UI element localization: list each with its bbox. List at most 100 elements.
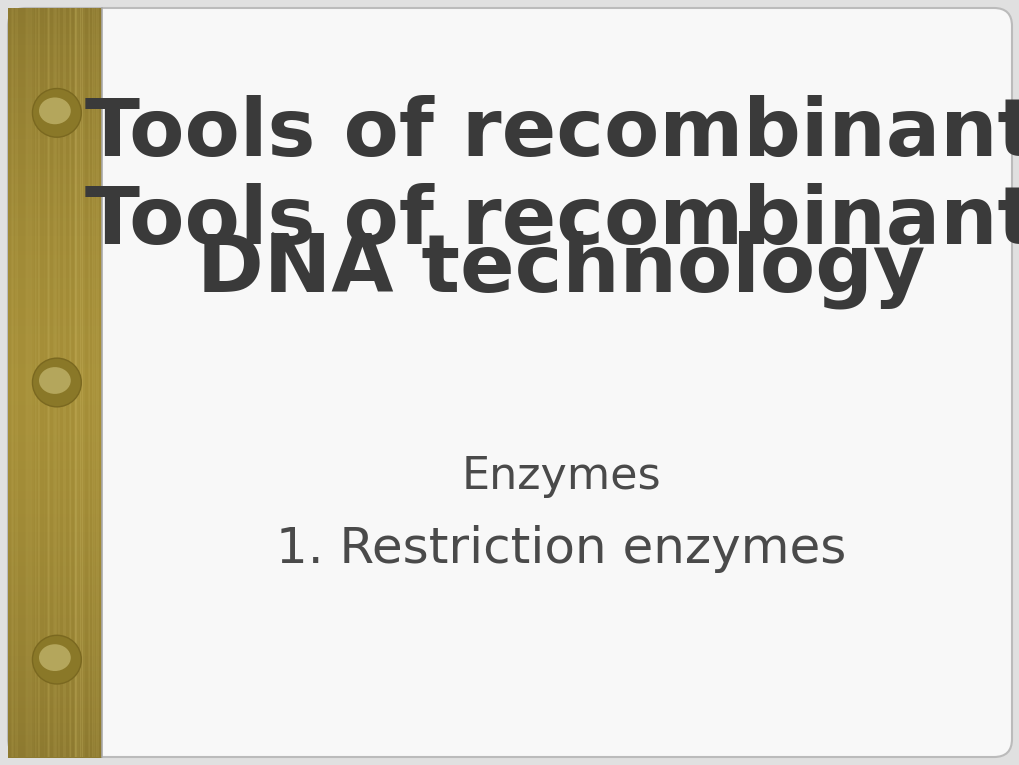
Bar	[8, 686, 102, 690]
Bar	[92, 8, 94, 757]
Bar	[8, 120, 102, 125]
Bar	[8, 169, 102, 174]
Bar	[8, 630, 102, 634]
Bar	[8, 218, 102, 222]
Bar	[8, 637, 102, 641]
Bar	[55, 8, 57, 757]
Bar	[8, 296, 102, 301]
Bar	[88, 8, 90, 757]
Bar	[8, 356, 102, 360]
Bar	[8, 113, 102, 117]
Bar	[8, 116, 102, 121]
Bar	[8, 360, 102, 364]
Bar	[8, 671, 102, 675]
Bar	[8, 86, 102, 91]
Bar	[8, 649, 102, 653]
Bar	[8, 76, 102, 80]
Bar	[8, 536, 102, 540]
Bar	[8, 68, 102, 72]
Bar	[75, 8, 76, 757]
Bar	[8, 394, 102, 398]
Bar	[8, 195, 102, 200]
Bar	[8, 555, 102, 559]
Bar	[35, 8, 37, 757]
Ellipse shape	[33, 358, 82, 407]
Bar	[8, 521, 102, 526]
Bar	[8, 173, 102, 177]
Bar	[8, 584, 102, 589]
Bar	[8, 181, 102, 184]
Bar	[8, 214, 102, 218]
Bar	[8, 308, 102, 312]
Bar	[8, 109, 102, 113]
Bar	[8, 574, 102, 578]
Bar	[8, 94, 102, 99]
Bar	[8, 158, 102, 162]
Bar	[8, 139, 102, 143]
Bar	[8, 31, 102, 34]
Bar	[8, 221, 102, 226]
Bar	[96, 8, 97, 757]
Bar	[8, 382, 102, 387]
Bar	[8, 401, 102, 405]
Bar	[8, 187, 102, 192]
Bar	[89, 8, 90, 757]
Bar	[8, 431, 102, 435]
Bar	[8, 259, 102, 263]
Bar	[8, 353, 102, 356]
Bar	[8, 23, 102, 28]
Bar	[8, 147, 102, 151]
Bar	[44, 8, 45, 757]
Bar	[8, 667, 102, 672]
Bar	[8, 106, 102, 109]
Bar	[8, 311, 102, 316]
Bar	[8, 457, 102, 461]
FancyBboxPatch shape	[8, 8, 1011, 757]
Bar	[8, 349, 102, 353]
Bar	[69, 8, 70, 757]
Bar	[8, 289, 102, 293]
Bar	[8, 132, 102, 136]
Bar	[8, 210, 102, 214]
Bar	[8, 341, 102, 346]
Bar	[8, 731, 102, 735]
Bar	[8, 615, 102, 619]
Bar	[8, 304, 102, 308]
Bar	[8, 558, 102, 563]
Bar	[8, 229, 102, 233]
Bar	[8, 645, 102, 649]
Bar	[8, 165, 102, 170]
Bar	[8, 285, 102, 289]
Bar	[8, 266, 102, 271]
Bar	[8, 49, 102, 54]
Bar	[8, 675, 102, 679]
Ellipse shape	[39, 644, 70, 671]
Bar	[8, 282, 102, 285]
Bar	[8, 754, 102, 757]
Bar	[8, 480, 102, 484]
Bar	[48, 8, 50, 757]
Bar	[8, 225, 102, 230]
Bar	[8, 72, 102, 76]
Bar	[8, 379, 102, 383]
Bar	[58, 8, 60, 757]
Bar	[8, 319, 102, 323]
Bar	[8, 386, 102, 390]
Bar	[8, 532, 102, 536]
Text: 1. Restriction enzymes: 1. Restriction enzymes	[275, 525, 846, 573]
Bar	[8, 199, 102, 203]
Bar	[8, 607, 102, 611]
Bar	[8, 244, 102, 248]
Bar	[55, 8, 56, 757]
Bar	[8, 446, 102, 451]
Bar	[94, 8, 96, 757]
Bar	[8, 177, 102, 181]
Bar	[92, 8, 93, 757]
Bar	[8, 506, 102, 510]
Bar	[8, 487, 102, 492]
Bar	[8, 679, 102, 682]
Bar	[8, 38, 102, 42]
Bar	[8, 581, 102, 585]
Bar	[8, 469, 102, 473]
Bar	[8, 278, 102, 282]
